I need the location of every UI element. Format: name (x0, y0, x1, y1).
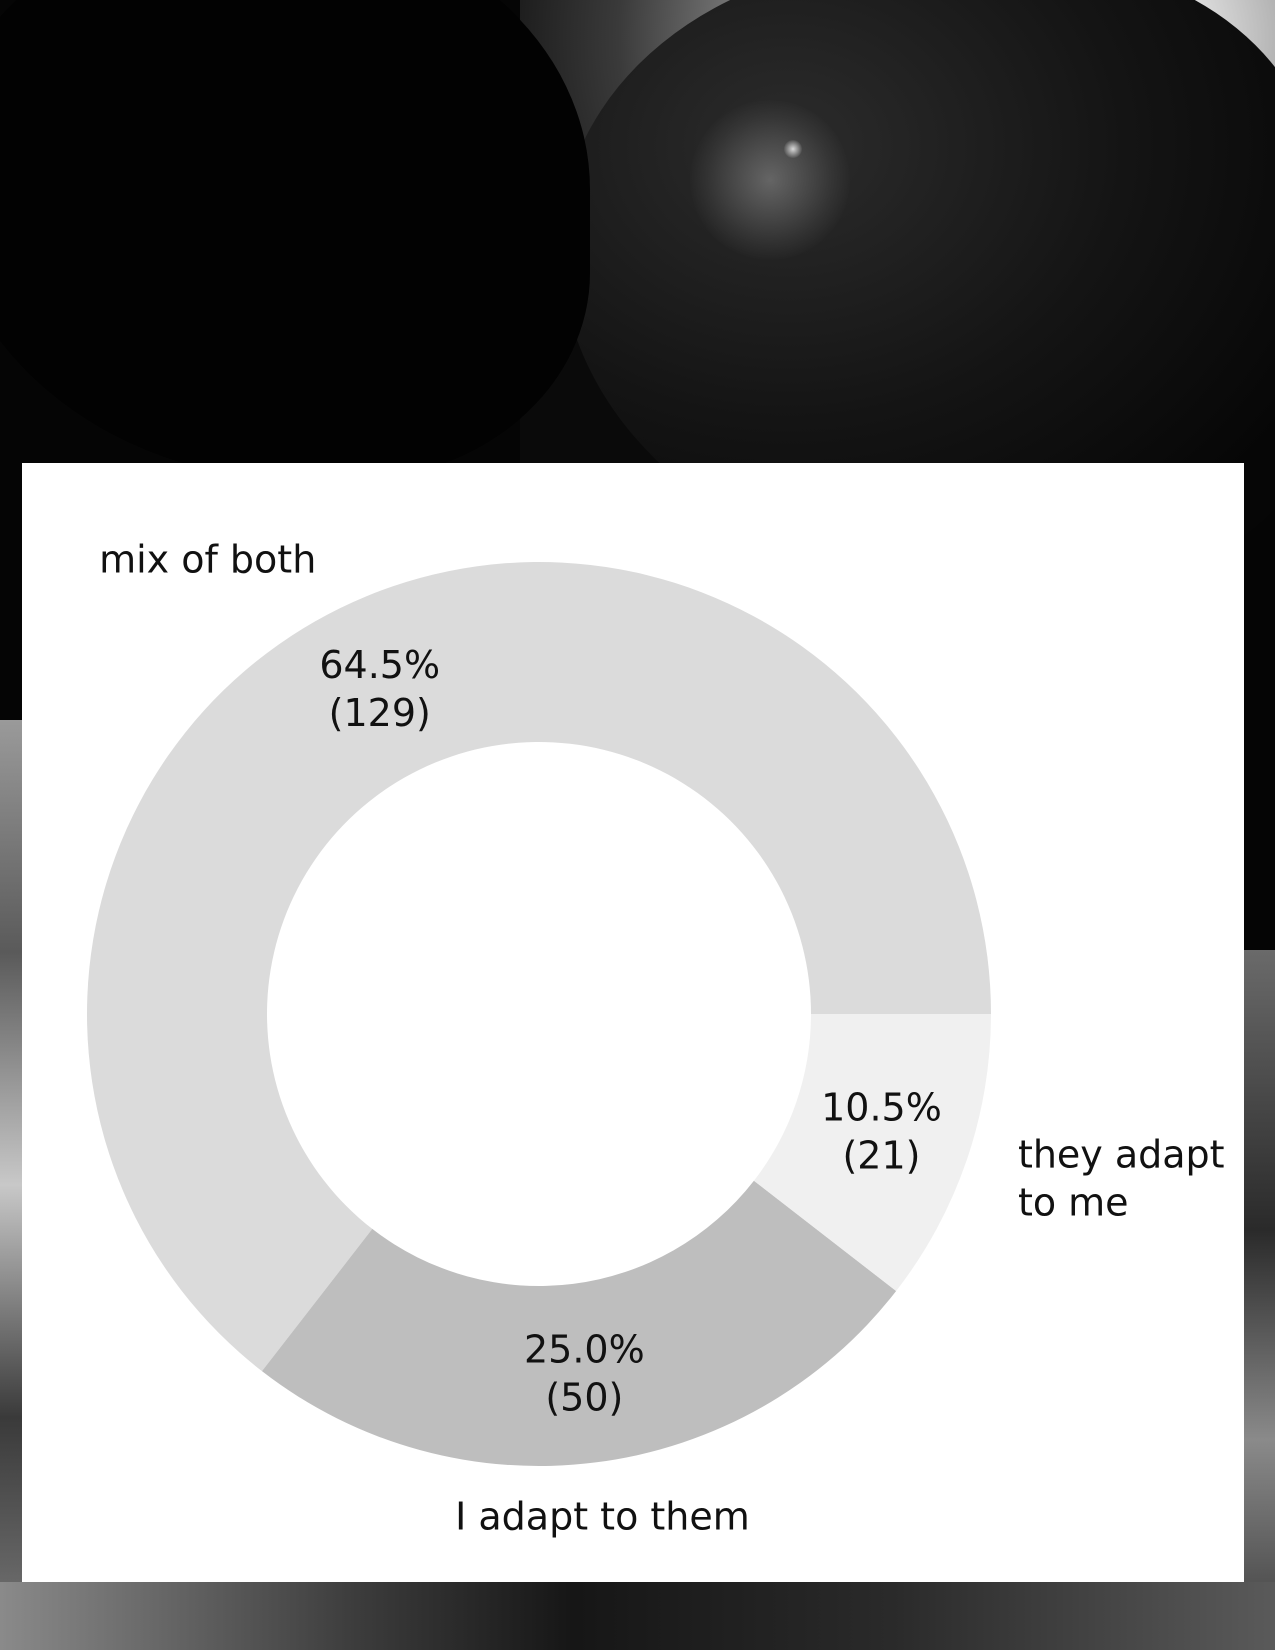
donut-slice-2 (261, 1180, 897, 1466)
slice-category-label-2: I adapt to them (455, 1495, 750, 1539)
slice-category-label-1: mix of both (99, 538, 316, 582)
background-silhouette-left (0, 0, 590, 480)
background-right-edge (1243, 950, 1275, 1650)
donut-chart: 64.5% (129) mix of both 25.0% (50) I adapt to… (86, 538, 1225, 1539)
background-left-edge (0, 720, 24, 1650)
slice-value-label-2: 25.0% (50) (524, 1327, 645, 1419)
slice-category-label-3: they adapt to me (1018, 1132, 1225, 1224)
lens-flare-dot (784, 140, 802, 158)
chart-panel: 64.5% (129) mix of both 25.0% (50) I adapt to… (22, 463, 1244, 1582)
donut-slice-3 (753, 1014, 991, 1292)
lens-flare (690, 100, 850, 260)
slice-value-label-1: 64.5% (129) (319, 643, 440, 735)
background-bottom-edge (0, 1582, 1275, 1650)
slice-value-label-3: 10.5% (21) (821, 1086, 942, 1178)
donut-slice-1 (86, 561, 991, 1372)
